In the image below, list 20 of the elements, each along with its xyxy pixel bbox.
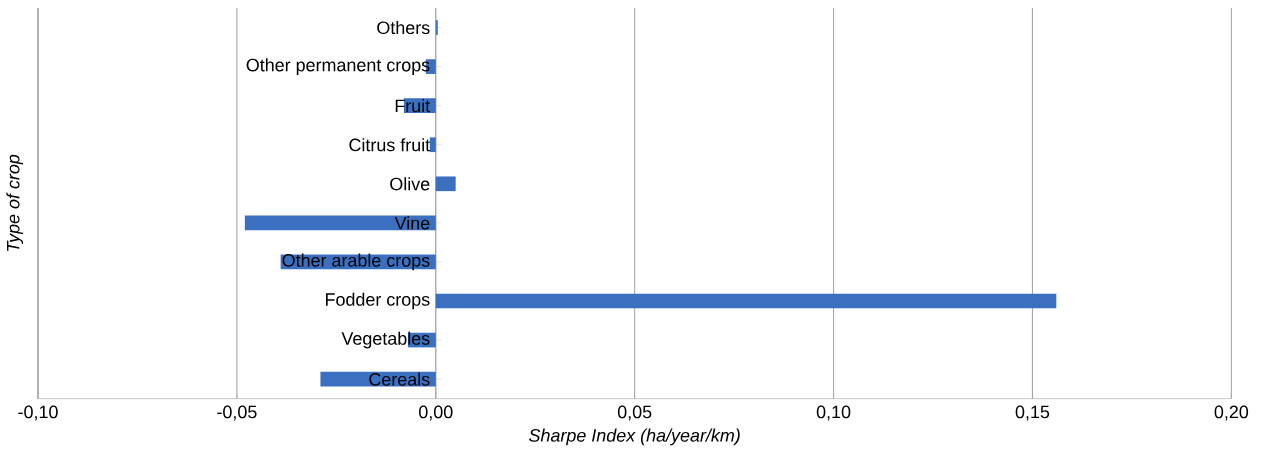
x-tick-label: -0,05 (217, 405, 257, 421)
bar (435, 293, 1057, 309)
y-tick-label: Citrus fruit (349, 138, 431, 152)
x-tick-label: 0,00 (419, 405, 453, 421)
y-tick-label: Others (377, 20, 430, 35)
x-tick-label: 0,15 (1015, 405, 1050, 421)
bar (429, 137, 436, 153)
bar (244, 215, 436, 231)
x-tick-label: 0,05 (617, 405, 652, 421)
x-tick-label: -0,10 (18, 405, 58, 421)
x-axis-title: Sharpe Index (ha/year/km) (529, 428, 740, 446)
x-tick-label: 0,10 (816, 405, 851, 421)
y-tick-label: Fodder crops (326, 292, 430, 310)
y-tick-label: Vine (394, 216, 430, 230)
bar (435, 176, 456, 192)
y-axis-title: Type of crop (6, 154, 24, 251)
y-tick-label: Olive (390, 177, 430, 191)
y-tick-label: Other arable crops (282, 253, 430, 271)
x-tick-label: 0,20 (1214, 405, 1249, 421)
y-tick-label: Cereals (369, 372, 430, 386)
